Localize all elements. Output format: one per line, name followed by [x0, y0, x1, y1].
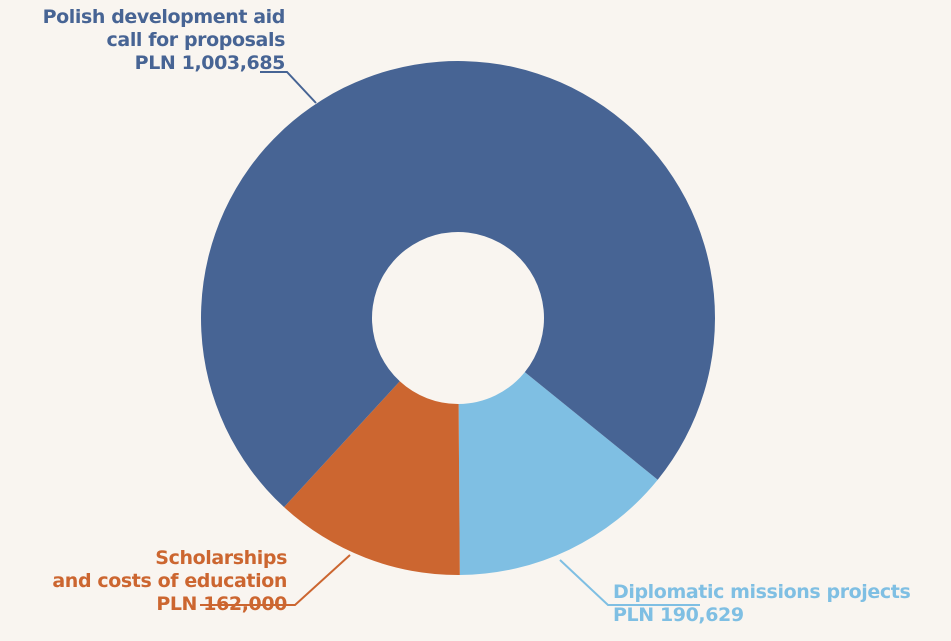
leader-line-scholarships — [200, 554, 351, 606]
slice-scholarships — [284, 381, 460, 575]
slice-label-line: Scholarships — [155, 547, 287, 569]
slice-value-label: PLN 1,003,685 — [134, 52, 286, 74]
slice-label-line: call for proposals — [106, 29, 286, 51]
slice-polish-development-aid — [200, 60, 716, 508]
slice-label-line: Polish development aid — [42, 6, 286, 28]
slice-label-scholarships: Scholarships and costs of education PLN … — [52, 547, 287, 616]
slice-value-label: PLN 190,629 — [613, 604, 744, 626]
slice-label-line: and costs of education — [52, 570, 287, 592]
leader-line-polish-development-aid — [260, 71, 317, 104]
slice-diplomatic-missions — [458, 372, 658, 575]
leader-line-diplomatic-missions — [559, 559, 700, 606]
slice-value-label: PLN 162,000 — [156, 593, 287, 615]
slice-label-diplomatic-missions: Diplomatic missions projects PLN 190,629 — [613, 581, 911, 627]
slice-label-polish-development-aid: Polish development aid call for proposal… — [42, 6, 286, 75]
slice-label-line: Diplomatic missions projects — [613, 581, 911, 603]
